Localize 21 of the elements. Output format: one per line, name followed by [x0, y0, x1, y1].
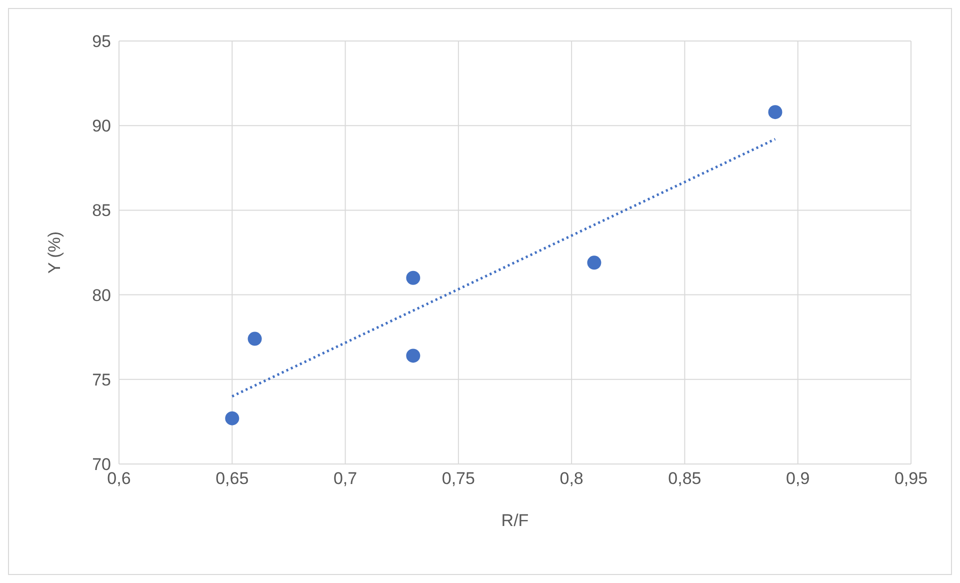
y-tick-label: 90: [92, 116, 111, 136]
x-tick-label: 0,85: [668, 469, 702, 488]
point: [406, 348, 420, 363]
x-tick-label: 0,75: [442, 469, 475, 488]
point: [406, 270, 420, 285]
y-axis-title: Y (%): [45, 231, 64, 274]
x-tick-label: 0,6: [107, 469, 131, 488]
x-tick-label: 0,9: [786, 469, 810, 488]
point: [587, 256, 602, 270]
y-tick-label: 85: [92, 201, 111, 220]
x-axis-title: R/F: [501, 511, 529, 530]
y-tick-label: 80: [92, 286, 111, 305]
x-tick-label: 0,7: [333, 469, 358, 488]
x-tick-label: 0,65: [216, 469, 249, 488]
x-tick-label: 0,8: [560, 469, 584, 488]
x-tick-label: 0,95: [894, 469, 928, 488]
point: [768, 105, 782, 120]
point: [248, 332, 262, 346]
y-tick-label: 95: [92, 32, 111, 52]
point: [225, 411, 240, 426]
y-tick-label: 75: [92, 370, 111, 390]
